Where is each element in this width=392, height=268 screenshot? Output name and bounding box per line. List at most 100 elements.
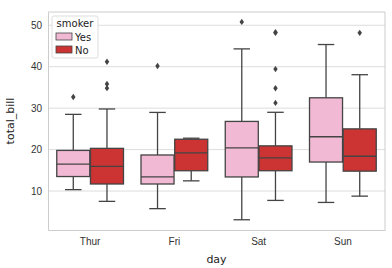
outlier bbox=[105, 59, 109, 65]
outlier bbox=[273, 30, 277, 36]
boxes bbox=[57, 19, 376, 220]
y-tick: 50 bbox=[31, 20, 48, 31]
lower-whisker bbox=[275, 171, 276, 201]
grid-line bbox=[48, 25, 385, 26]
whisker-cap bbox=[65, 114, 82, 115]
lower-whisker bbox=[191, 171, 192, 181]
grid bbox=[48, 25, 385, 191]
box bbox=[57, 94, 90, 190]
x-tick: Fri bbox=[169, 230, 181, 247]
y-tick-label: 30 bbox=[31, 103, 43, 114]
x-axis-title: day bbox=[206, 253, 227, 266]
box-iqr bbox=[310, 98, 343, 162]
box-iqr bbox=[57, 150, 90, 176]
grid-line bbox=[48, 66, 385, 67]
upper-whisker bbox=[359, 75, 360, 129]
y-tick: 20 bbox=[31, 144, 48, 155]
chart: 10 20 30 40 50 Thur Fri Sat Sun smoker Yes No day tot… bbox=[0, 0, 392, 268]
x-tick: Sat bbox=[251, 230, 266, 247]
box-iqr bbox=[141, 155, 174, 184]
legend-label: No bbox=[75, 45, 89, 56]
frame bbox=[385, 12, 386, 230]
lower-whisker bbox=[157, 184, 158, 209]
box bbox=[141, 63, 174, 209]
whisker-cap bbox=[318, 202, 335, 203]
whisker-cap bbox=[267, 112, 284, 113]
upper-whisker bbox=[106, 109, 107, 148]
outlier bbox=[273, 100, 277, 106]
legend-swatch bbox=[56, 46, 72, 53]
box bbox=[225, 19, 258, 220]
whisker-cap bbox=[149, 112, 166, 113]
outlier bbox=[273, 29, 277, 35]
legend-label: Yes bbox=[74, 32, 91, 43]
x-tick-label: Sun bbox=[334, 236, 352, 247]
whisker-cap bbox=[234, 48, 251, 49]
box bbox=[343, 30, 376, 196]
whisker-cap bbox=[351, 74, 368, 75]
median bbox=[259, 157, 292, 158]
y-tick: 10 bbox=[31, 186, 48, 197]
upper-whisker bbox=[325, 45, 326, 98]
outlier bbox=[155, 63, 159, 69]
y-tick: 40 bbox=[31, 61, 48, 72]
whisker-cap bbox=[65, 189, 82, 190]
box bbox=[310, 45, 343, 203]
outlier bbox=[240, 19, 244, 25]
y-tick-label: 20 bbox=[31, 144, 43, 155]
box bbox=[90, 59, 123, 202]
outlier bbox=[273, 66, 277, 72]
lower-whisker bbox=[325, 162, 326, 202]
whisker-cap bbox=[149, 208, 166, 209]
median bbox=[175, 152, 208, 153]
x-tick: Sun bbox=[334, 230, 352, 247]
median bbox=[343, 156, 376, 157]
legend-frame bbox=[52, 16, 98, 58]
legend: smoker Yes No bbox=[52, 16, 98, 58]
whisker-cap bbox=[267, 200, 284, 201]
legend-swatch bbox=[56, 33, 72, 40]
median bbox=[57, 163, 90, 164]
x-axis: Thur Fri Sat Sun bbox=[49, 230, 386, 247]
y-tick-label: 10 bbox=[31, 186, 43, 197]
x-tick: Thur bbox=[80, 230, 101, 247]
box-iqr bbox=[90, 148, 123, 184]
y-tick-label: 40 bbox=[31, 61, 43, 72]
upper-whisker bbox=[73, 114, 74, 150]
lower-whisker bbox=[241, 177, 242, 220]
upper-whisker bbox=[157, 112, 158, 155]
whisker-cap bbox=[99, 108, 116, 109]
x-tick-label: Fri bbox=[169, 236, 181, 247]
lower-whisker bbox=[359, 171, 360, 196]
x-tick-label: Sat bbox=[251, 236, 266, 247]
y-axis-title: total_bill bbox=[4, 98, 17, 145]
box-iqr bbox=[175, 139, 208, 170]
frame bbox=[48, 12, 385, 13]
y-tick-label: 50 bbox=[31, 20, 43, 31]
x-tick-label: Thur bbox=[80, 236, 101, 247]
box bbox=[259, 29, 292, 200]
outlier bbox=[105, 81, 109, 87]
box bbox=[175, 138, 208, 181]
outlier bbox=[71, 94, 75, 100]
median bbox=[225, 147, 258, 148]
median bbox=[310, 136, 343, 137]
x-axis-line bbox=[49, 230, 386, 231]
median bbox=[141, 176, 174, 177]
lower-whisker bbox=[106, 184, 107, 201]
box-iqr bbox=[343, 129, 376, 171]
upper-whisker bbox=[241, 49, 242, 122]
upper-whisker bbox=[275, 112, 276, 146]
outlier bbox=[273, 85, 277, 91]
y-axis-line bbox=[48, 13, 49, 231]
box-iqr bbox=[259, 146, 292, 171]
whisker-cap bbox=[351, 195, 368, 196]
legend-title: smoker bbox=[57, 18, 95, 29]
outlier bbox=[357, 30, 361, 36]
grid-line bbox=[48, 191, 385, 192]
y-tick: 30 bbox=[31, 103, 48, 114]
whisker-cap bbox=[183, 180, 200, 181]
lower-whisker bbox=[73, 177, 74, 190]
y-axis: 10 20 30 40 50 bbox=[31, 13, 49, 231]
whisker-cap bbox=[234, 219, 251, 220]
